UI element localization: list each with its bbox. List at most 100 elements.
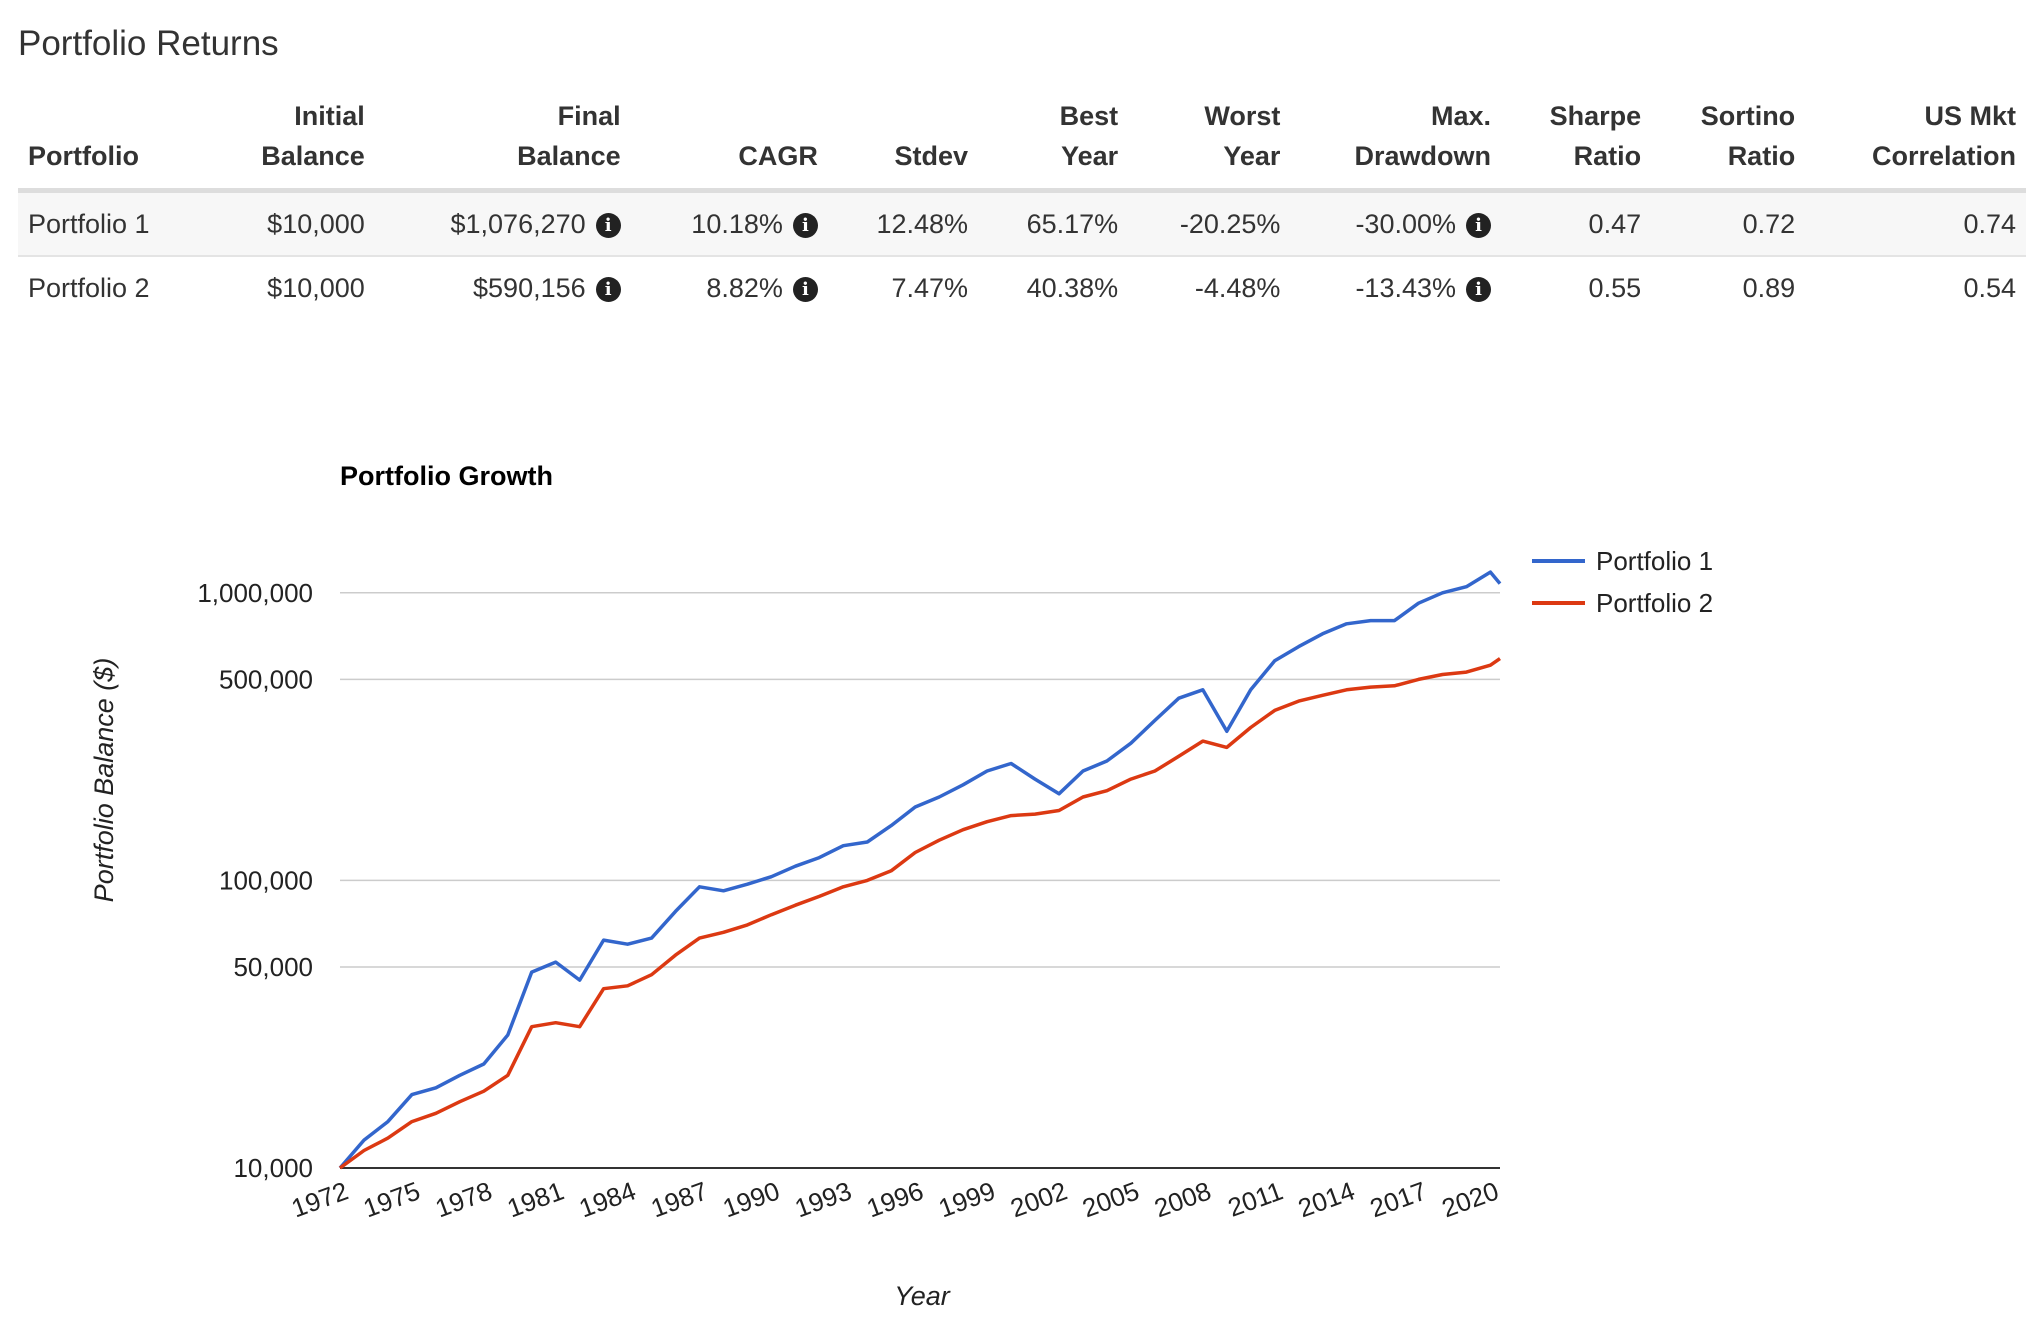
column-header-line2: Drawdown	[1354, 141, 1492, 171]
column-header-line2: CAGR	[738, 141, 818, 171]
column-header: Sharpe Ratio	[1501, 92, 1652, 193]
cell-best-year: 40.38%	[978, 256, 1128, 319]
cell-worst-year: -20.25%	[1128, 190, 1291, 257]
column-header: Best Year	[978, 92, 1129, 193]
chart-gridlines	[340, 592, 1500, 1169]
column-header-line1	[838, 96, 968, 136]
x-axis-ticks: 1972 1975 1978 1981 1984 1987 1990 1993 1996 1999…	[287, 1175, 1502, 1223]
x-tick-label: 1978	[431, 1175, 496, 1223]
x-tick-label: 2011	[1224, 1175, 1287, 1222]
cell-value: Portfolio 2	[28, 272, 150, 303]
cell-best-year: 65.17%	[978, 190, 1129, 257]
cell-sortino-ratio: 0.89	[1651, 256, 1805, 319]
cell-us-mkt-correlation: 0.74	[1805, 190, 2026, 257]
x-tick-label: 1987	[647, 1175, 712, 1223]
cell-stdev: 7.47%	[828, 256, 978, 319]
column-header: Portfolio	[18, 92, 209, 193]
cell-value: 10.18%	[691, 208, 783, 239]
cell-worst-year: -4.48%	[1128, 256, 1290, 319]
column-header-line2: Stdev	[894, 141, 969, 171]
table-row: Portfolio 2 $10,000 $590,156 i 8.82% i 7.47% 40…	[18, 256, 2026, 319]
x-tick-label: 2020	[1438, 1175, 1503, 1223]
cell-portfolio: Portfolio 2	[18, 256, 209, 319]
legend-label: Portfolio 1	[1596, 546, 1713, 576]
cell-value: $1,076,270	[450, 208, 586, 239]
x-tick-label: 2014	[1294, 1175, 1359, 1223]
x-tick-label: 2017	[1366, 1175, 1431, 1223]
column-header: CAGR	[630, 92, 828, 193]
table-header-row: Portfolio Initial Balance Final Balance CAGR…	[18, 92, 2026, 193]
cell-stdev: 12.48%	[827, 190, 979, 257]
column-header-line2: Balance	[261, 141, 365, 171]
x-axis-title: Year	[894, 1281, 951, 1311]
y-tick-label: 100,000	[219, 865, 313, 895]
column-header: US Mkt Correlation	[1805, 92, 2026, 193]
column-header: Worst Year	[1128, 92, 1291, 193]
portfolio-returns-table: Portfolio Initial Balance Final Balance CAGR…	[18, 92, 2026, 319]
info-icon[interactable]: i	[595, 276, 621, 302]
cell-value: 12.48%	[876, 208, 969, 239]
y-axis-title: Portfolio Balance ($)	[89, 658, 119, 903]
legend-label: Portfolio 2	[1596, 588, 1713, 618]
column-header-line1: Best	[1059, 101, 1119, 131]
cell-value: $10,000	[267, 208, 365, 239]
info-icon[interactable]: i	[1466, 212, 1492, 238]
cell-initial-balance: $10,000	[208, 190, 375, 257]
cell-cagr: 8.82% i	[631, 256, 828, 319]
x-tick-label: 2005	[1078, 1175, 1143, 1223]
column-header-line1: Max.	[1430, 101, 1492, 131]
series-line-2	[338, 657, 1501, 1170]
cell-value: 0.89	[1742, 272, 1796, 303]
chart-series	[338, 570, 1502, 1170]
cell-initial-balance: $10,000	[209, 256, 375, 319]
x-tick-label: 1984	[575, 1175, 640, 1223]
y-tick-label: 500,000	[219, 664, 313, 694]
column-header-line2: Ratio	[1573, 141, 1642, 171]
cell-value: 0.74	[1963, 208, 2016, 239]
column-header-line1	[641, 96, 818, 136]
column-header-line1: US Mkt	[1924, 101, 2016, 131]
series-line-1	[338, 570, 1502, 1170]
info-icon[interactable]: i	[792, 212, 818, 238]
x-tick-label: 2002	[1006, 1175, 1071, 1223]
cell-value: 0.72	[1742, 208, 1796, 239]
x-tick-label: 2008	[1150, 1175, 1215, 1223]
info-icon[interactable]: i	[1466, 276, 1492, 302]
y-axis-ticks: 10,000 50,000 100,000 500,000 1,000,000	[197, 578, 313, 1183]
column-header: Initial Balance	[208, 92, 375, 193]
cell-us-mkt-correlation: 0.54	[1805, 256, 2026, 319]
x-tick-label: 1999	[935, 1175, 1000, 1223]
x-tick-label: 1990	[719, 1175, 784, 1223]
cell-max-drawdown: -13.43% i	[1290, 256, 1501, 319]
x-tick-label: 1981	[503, 1175, 568, 1223]
cell-sharpe-ratio: 0.47	[1501, 190, 1652, 257]
cell-final-balance: $1,076,270 i	[374, 190, 631, 257]
portfolio-growth-chart: Portfolio Growth 10,000 50,000 100,000 500,…	[89, 461, 1713, 1311]
cell-value: -30.00%	[1355, 208, 1457, 239]
column-header: Final Balance	[374, 92, 631, 193]
cell-cagr: 10.18% i	[630, 190, 828, 257]
chart-title: Portfolio Growth	[340, 461, 553, 491]
column-header-line1: Initial	[294, 101, 365, 131]
column-header-line1: Final	[557, 101, 621, 131]
cell-value: 0.54	[1963, 272, 2016, 303]
column-header: Sortino Ratio	[1651, 92, 1806, 193]
cell-value: 0.47	[1588, 208, 1642, 239]
cell-value: 65.17%	[1026, 208, 1119, 239]
cell-value: 0.55	[1588, 272, 1642, 303]
x-tick-label: 1975	[359, 1175, 424, 1223]
cell-value: -20.25%	[1179, 208, 1281, 239]
column-header-line1: Sortino	[1700, 101, 1796, 131]
cell-value: -4.48%	[1194, 272, 1281, 303]
column-header: Stdev	[827, 92, 979, 193]
column-header-line2: Correlation	[1871, 141, 2016, 171]
column-header-line2: Ratio	[1727, 141, 1796, 171]
column-header-line1	[28, 96, 199, 136]
info-icon[interactable]: i	[792, 276, 818, 302]
info-icon[interactable]: i	[595, 212, 621, 238]
cell-value: -13.43%	[1355, 272, 1457, 303]
cell-value: Portfolio 1	[28, 208, 150, 239]
column-header-line2: Balance	[517, 141, 621, 171]
cell-sortino-ratio: 0.72	[1651, 190, 1806, 257]
cell-value: 8.82%	[706, 272, 783, 303]
